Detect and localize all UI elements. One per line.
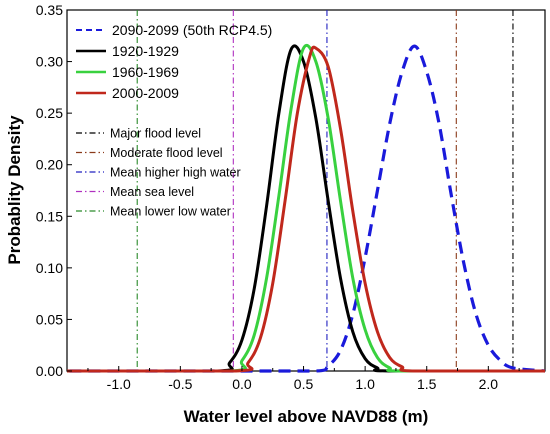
x-tick-label: 0.5 bbox=[294, 376, 314, 392]
series-lines bbox=[66, 43, 546, 373]
y-tick-label: 0.05 bbox=[36, 311, 63, 327]
y-tick-label: 0.35 bbox=[36, 2, 63, 18]
x-tick-label: -0.5 bbox=[168, 376, 192, 392]
legend-label-0: 2090-2099 (50th RCP4.5) bbox=[112, 22, 272, 38]
reference-lines bbox=[136, 10, 514, 371]
series-line-2 bbox=[66, 43, 545, 373]
y-tick-label: 0.30 bbox=[36, 54, 63, 70]
y-tick-label: 0.15 bbox=[36, 208, 63, 224]
legend-label-3: 2000-2009 bbox=[112, 85, 179, 101]
y-tick-label: 0.00 bbox=[36, 363, 63, 379]
y-axis: 0.00 0.05 0.10 0.15 0.20 0.25 0.30 0.35 bbox=[36, 2, 72, 379]
x-axis: -1.0 -0.5 0.0 0.5 1.0 1.5 2.0 bbox=[87, 366, 520, 392]
legend-label-1: 1920-1929 bbox=[112, 43, 179, 59]
legend-ref-label-3: Mean sea level bbox=[110, 185, 194, 199]
y-axis-title: Probablity Density bbox=[5, 115, 24, 265]
x-tick-label: 1.5 bbox=[417, 376, 437, 392]
legend-label-2: 1960-1969 bbox=[112, 64, 179, 80]
y-tick-label: 0.20 bbox=[36, 157, 63, 173]
series-line-3 bbox=[66, 45, 545, 373]
legend-series: 2090-2099 (50th RCP4.5) 1920-1929 1960-196… bbox=[76, 22, 272, 101]
legend-ref-label-4: Mean lower low water bbox=[110, 205, 231, 219]
series-line-0 bbox=[69, 44, 546, 373]
x-axis-title: Water level above NAVD88 (m) bbox=[184, 407, 429, 426]
x-tick-label: 2.0 bbox=[479, 376, 499, 392]
y-tick-label: 0.25 bbox=[36, 105, 63, 121]
legend-ref-label-0: Major flood level bbox=[110, 127, 201, 141]
x-tick-label: -1.0 bbox=[107, 376, 131, 392]
legend-reference-lines: Major flood level Moderate flood level Mea… bbox=[76, 127, 241, 219]
x-tick-label: 1.0 bbox=[355, 376, 375, 392]
y-tick-label: 0.10 bbox=[36, 260, 63, 276]
legend-ref-label-1: Moderate flood level bbox=[110, 146, 223, 160]
series-line-1 bbox=[66, 44, 545, 373]
x-tick-label: 0.0 bbox=[232, 376, 252, 392]
legend-ref-label-2: Mean higher high water bbox=[110, 166, 241, 180]
